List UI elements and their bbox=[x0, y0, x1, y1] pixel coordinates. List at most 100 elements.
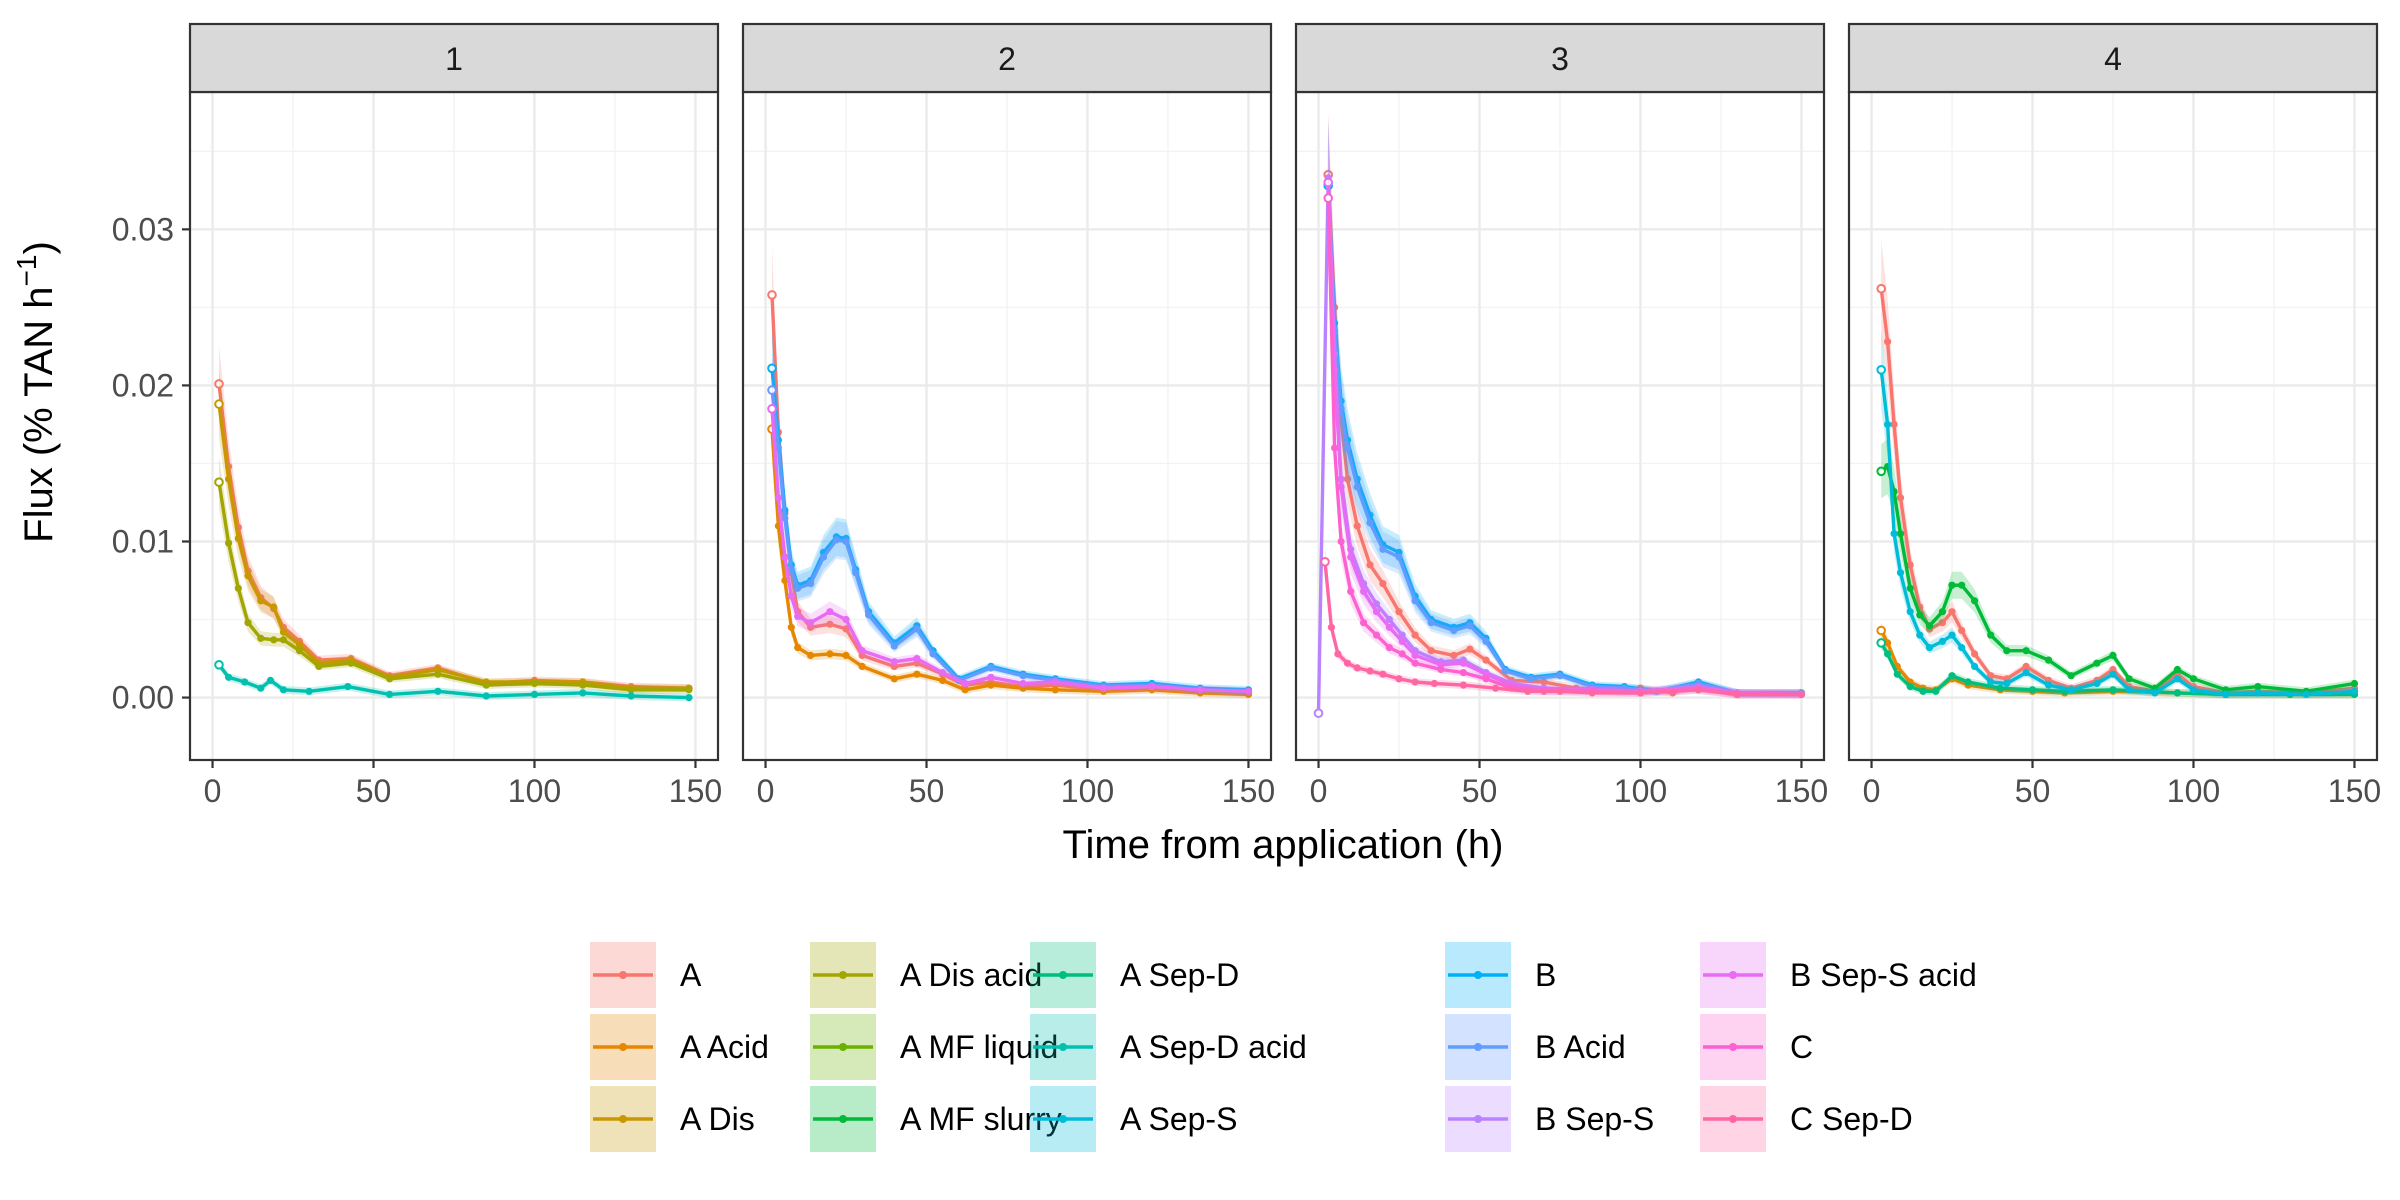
data-point bbox=[1385, 615, 1393, 624]
data-point bbox=[1459, 659, 1467, 667]
data-point bbox=[1916, 611, 1924, 619]
data-point bbox=[787, 592, 795, 600]
data-point bbox=[2093, 659, 2101, 667]
legend-label: C Sep-D bbox=[1790, 1101, 1913, 1137]
legend-item-a-dis-acid: A Dis acid bbox=[810, 942, 1042, 1008]
data-point bbox=[1466, 645, 1474, 653]
data-point bbox=[1343, 475, 1352, 483]
data-point bbox=[890, 642, 898, 650]
data-point bbox=[1527, 675, 1535, 683]
data-point bbox=[1385, 623, 1393, 631]
data-point bbox=[2350, 687, 2359, 695]
data-point bbox=[315, 662, 323, 671]
x-tick-label: 0 bbox=[757, 773, 775, 809]
legend-label: A Sep-D acid bbox=[1120, 1029, 1307, 1065]
data-point bbox=[767, 385, 777, 395]
data-point bbox=[1987, 631, 1995, 639]
data-point bbox=[2022, 662, 2030, 671]
x-tick-label: 100 bbox=[508, 773, 561, 809]
data-point bbox=[305, 687, 313, 695]
data-point bbox=[1916, 631, 1924, 639]
legend-key-point bbox=[619, 1115, 627, 1123]
legend-label: A Sep-D bbox=[1120, 957, 1239, 993]
data-point bbox=[842, 625, 850, 633]
data-point bbox=[1876, 625, 1886, 636]
data-point bbox=[344, 683, 352, 691]
data-point bbox=[1353, 522, 1361, 530]
data-point bbox=[1347, 587, 1355, 596]
data-point bbox=[2125, 675, 2133, 683]
legend-label: B Acid bbox=[1535, 1029, 1626, 1065]
legend-key-point bbox=[839, 1115, 847, 1123]
data-point bbox=[1556, 687, 1564, 695]
legend-label: A Dis acid bbox=[900, 957, 1042, 993]
data-point bbox=[913, 655, 921, 663]
x-tick-label: 150 bbox=[2328, 773, 2381, 809]
data-point bbox=[2067, 672, 2075, 680]
data-point bbox=[1100, 684, 1108, 692]
data-point bbox=[295, 640, 304, 649]
data-point bbox=[774, 494, 783, 502]
data-point bbox=[1938, 608, 1946, 616]
data-point bbox=[279, 628, 287, 636]
data-point bbox=[2173, 665, 2181, 674]
data-point bbox=[826, 620, 834, 628]
data-point bbox=[1971, 650, 1979, 658]
data-point bbox=[2189, 675, 2198, 683]
data-point bbox=[1919, 687, 1927, 695]
x-tick-label: 150 bbox=[669, 773, 722, 809]
data-point bbox=[2045, 656, 2053, 664]
data-point bbox=[1948, 672, 1956, 680]
data-point bbox=[347, 659, 355, 667]
data-point bbox=[1427, 647, 1435, 655]
data-point bbox=[1353, 483, 1361, 491]
data-point bbox=[1366, 667, 1374, 675]
legend-label: B bbox=[1535, 957, 1556, 993]
data-point bbox=[1385, 644, 1393, 652]
data-point bbox=[1492, 684, 1500, 692]
data-point bbox=[1971, 662, 1979, 671]
y-axis: 0.00 0.01 0.02 0.03 bbox=[112, 211, 190, 716]
data-point bbox=[257, 684, 265, 692]
data-point bbox=[685, 694, 693, 702]
x-tick-label: 50 bbox=[1462, 773, 1498, 809]
legend-key-point bbox=[839, 1043, 847, 1051]
data-point bbox=[2189, 686, 2198, 694]
data-point bbox=[1938, 619, 1946, 627]
data-point bbox=[1398, 650, 1406, 658]
data-point bbox=[1876, 283, 1886, 294]
data-point bbox=[244, 572, 252, 580]
data-point bbox=[1411, 651, 1419, 660]
y-tick-label: 0.02 bbox=[112, 367, 174, 403]
data-point bbox=[1379, 670, 1387, 678]
data-point bbox=[1450, 626, 1458, 635]
data-point bbox=[2109, 670, 2117, 678]
data-point bbox=[961, 686, 969, 694]
legend-item-c-sep-d: C Sep-D bbox=[1700, 1086, 1913, 1152]
facet-strip-label: 1 bbox=[445, 41, 463, 77]
data-point bbox=[781, 553, 789, 561]
data-point bbox=[1588, 689, 1596, 697]
data-point bbox=[257, 597, 265, 605]
data-point bbox=[627, 686, 635, 694]
legend-key-point bbox=[619, 971, 627, 979]
facet-panel-4: 4 0 50 100 150 bbox=[1847, 22, 2381, 809]
legend-key-point bbox=[619, 1043, 627, 1051]
data-point bbox=[929, 650, 937, 658]
data-point bbox=[787, 623, 795, 631]
legend-item-b-sep-s: B Sep-S bbox=[1445, 1086, 1654, 1152]
data-point bbox=[2173, 675, 2181, 683]
data-point bbox=[987, 681, 995, 689]
data-point bbox=[1337, 483, 1345, 491]
data-point bbox=[842, 537, 850, 546]
data-point bbox=[890, 675, 898, 683]
data-point bbox=[1244, 687, 1253, 695]
data-point bbox=[2028, 686, 2037, 694]
data-point bbox=[842, 651, 850, 660]
data-point bbox=[234, 584, 242, 592]
data-point bbox=[1925, 644, 1934, 652]
legend-key-point bbox=[1474, 1115, 1482, 1123]
data-point bbox=[2125, 686, 2133, 694]
data-point bbox=[214, 399, 224, 409]
